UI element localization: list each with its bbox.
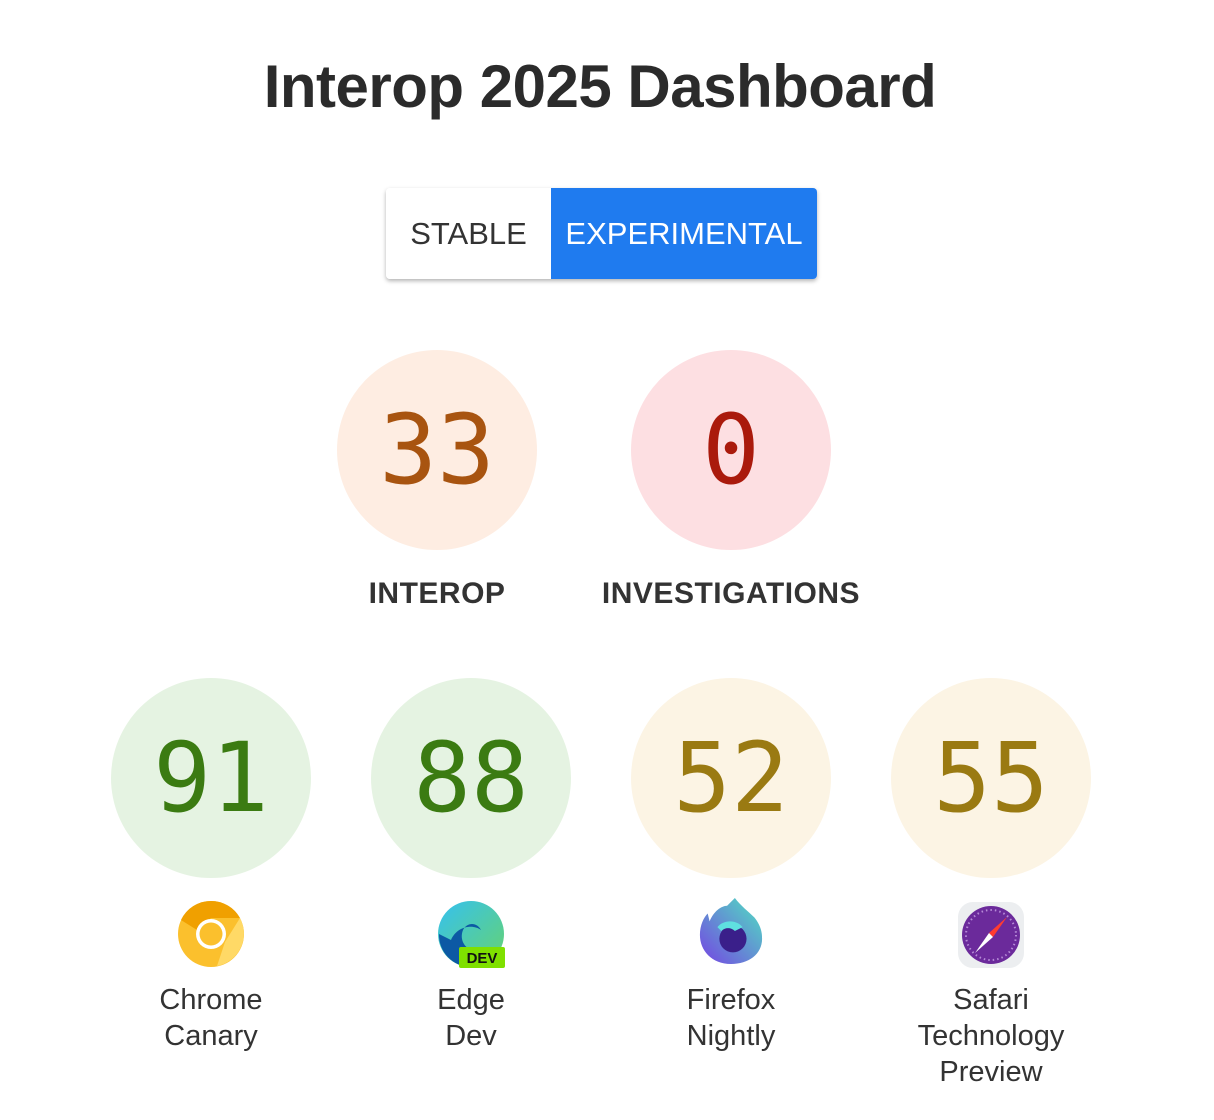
edge-dev-name: Edge Dev [341,982,601,1054]
safari-technology-preview-icon [958,902,1024,968]
browser-name-line: Technology [917,1020,1065,1052]
browser-name-line: Chrome [159,984,263,1016]
channel-toggle: STABLE EXPERIMENTAL [386,188,817,279]
experimental-button[interactable]: EXPERIMENTAL [551,188,817,279]
firefox-nightly-icon [699,898,763,965]
interop-label: INTEROP [368,577,506,610]
edge-dev-icon: DEV [438,901,505,968]
browser-name-line: Dev [445,1020,497,1052]
firefox-nightly-name: Firefox Nightly [601,982,861,1054]
chrome-canary-name: Chrome Canary [81,982,341,1054]
page-title: Interop 2025 Dashboard [263,53,937,120]
browser-name-line: Canary [164,1020,258,1052]
safari-tp-score: 55 [891,678,1091,878]
chrome-canary-score: 91 [111,678,311,878]
browser-name-line: Firefox [686,984,776,1016]
browser-name-line: Preview [939,1056,1043,1088]
investigations-label: INVESTIGATIONS [601,577,861,610]
safari-tp-name: Safari Technology Preview [861,982,1121,1090]
edge-dev-badge: DEV [467,950,498,967]
stable-button[interactable]: STABLE [386,188,551,279]
browser-name-line: Edge [437,984,505,1016]
browser-name-line: Nightly [686,1020,776,1052]
investigations-score: 0 [631,350,831,550]
chrome-canary-icon [178,900,244,967]
browser-name-line: Safari [953,984,1029,1016]
firefox-nightly-score: 52 [631,678,831,878]
interop-score: 33 [337,350,537,550]
edge-dev-score: 88 [371,678,571,878]
